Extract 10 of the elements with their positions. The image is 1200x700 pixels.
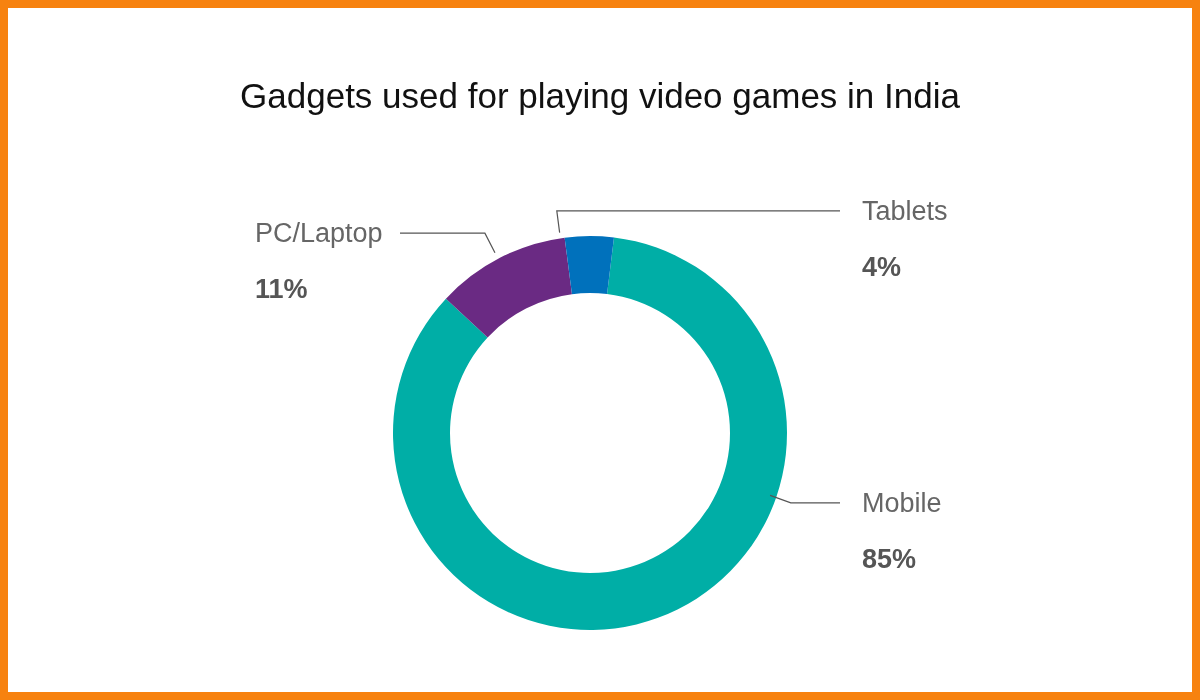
donut-slice — [564, 236, 615, 295]
data-label: 4% — [862, 251, 902, 282]
donut-slice — [393, 237, 787, 630]
data-label: 85% — [862, 543, 917, 574]
slice-label: Mobile — [862, 487, 942, 518]
slice-label: PC/Laptop — [255, 218, 383, 249]
slice-label: Tablets — [862, 195, 948, 226]
chart-title: Gadgets used for playing video games in India — [239, 76, 961, 116]
donut-slice — [445, 237, 572, 338]
data-label: 11% — [255, 274, 308, 305]
